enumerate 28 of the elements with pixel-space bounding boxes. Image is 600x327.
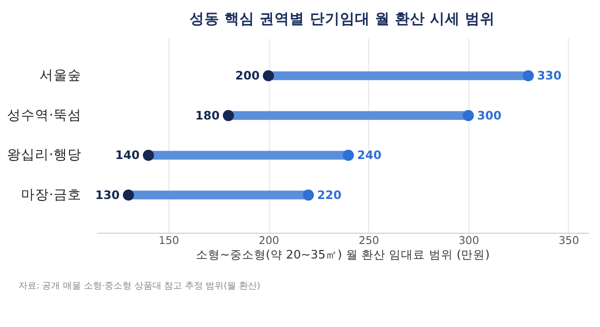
- point: [302, 189, 314, 201]
- text: 자료: 공개 매물 소형·중소형 상품대 참고 추정 범위(월 환산): [18, 281, 260, 292]
- x-tick-label: 250: [358, 234, 380, 247]
- y-tick-label: 마장·금호: [20, 186, 82, 203]
- data-label: 200: [235, 68, 260, 83]
- x-tick-label: 350: [558, 234, 580, 247]
- data-label: 130: [95, 188, 120, 202]
- x-tick-label: 150: [158, 234, 180, 247]
- y-tick-label: 왕십리·행당: [6, 147, 82, 164]
- data-label: 220: [317, 188, 342, 202]
- chart-title: 성동 핵심 권역별 단기임대 월 환산 시세 범위: [190, 10, 496, 28]
- point: [222, 110, 234, 122]
- y-tick-label: 성수역·뚝섬: [6, 107, 82, 124]
- x-tick-label: 300: [458, 234, 480, 247]
- x-axis-title: 소형~중소형(약 20~35㎡) 월 환산 임대료 범위 (만원): [196, 248, 490, 262]
- data-label: 330: [537, 68, 562, 83]
- point: [522, 70, 534, 82]
- y-tick-label: 서울숲: [39, 68, 82, 84]
- point: [342, 150, 354, 161]
- point: [142, 150, 154, 161]
- data-label: 300: [477, 108, 502, 122]
- data-label: 240: [357, 148, 382, 162]
- point: [122, 189, 134, 201]
- point: [262, 70, 274, 82]
- point: [462, 110, 474, 122]
- x-tick-label: 200: [258, 234, 280, 247]
- data-label: 140: [115, 148, 140, 162]
- data-label: 180: [195, 108, 220, 122]
